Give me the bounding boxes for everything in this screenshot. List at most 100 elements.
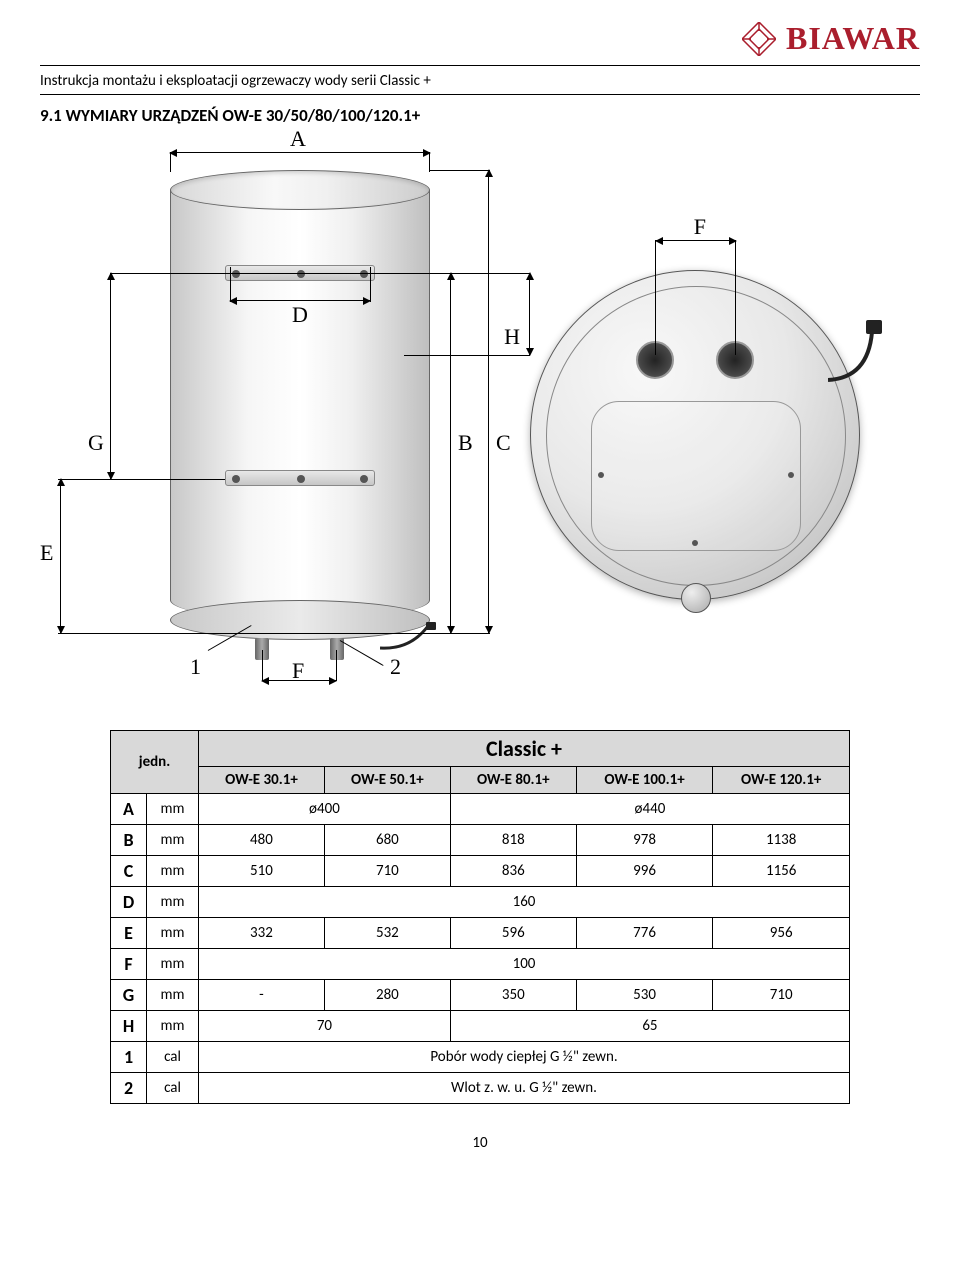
dim-line-b [450, 273, 451, 633]
row-label: 2 [111, 1073, 147, 1104]
cell: 332 [199, 918, 325, 949]
cell: 836 [450, 856, 576, 887]
table-title: Classic + [199, 731, 850, 767]
col-head: OW-E 100.1+ [576, 767, 713, 794]
row-label: D [111, 887, 147, 918]
bottom-view-circle [530, 270, 860, 600]
row-label: 1 [111, 1042, 147, 1073]
dim-label-f2: F [694, 214, 706, 240]
table-row: 1calPobór wody ciepłej G ½" zewn. [111, 1042, 850, 1073]
col-head: OW-E 120.1+ [713, 767, 850, 794]
table-row: Hmm7065 [111, 1011, 850, 1042]
cell: 480 [199, 825, 325, 856]
dim-label-b: B [458, 430, 473, 456]
cell: 818 [450, 825, 576, 856]
row-unit: mm [147, 918, 199, 949]
cell: 65 [450, 1011, 849, 1042]
header-logo-row: BIAWAR [40, 20, 920, 57]
mount-bracket-bottom [225, 470, 375, 486]
dim-line-e [60, 479, 61, 633]
table-row: 2calWlot z. w. u. G ½" zewn. [111, 1073, 850, 1104]
dim-line-h [529, 273, 530, 355]
table-jedn: jedn. [111, 731, 199, 794]
thermostat-knob [681, 583, 711, 613]
diagram-area: A D B C G E F 1 2 [40, 140, 920, 700]
cell: 978 [576, 825, 713, 856]
page-number: 10 [40, 1134, 920, 1152]
brand-name: BIAWAR [786, 20, 920, 57]
dim-label-e: E [40, 540, 53, 566]
brand-logo: BIAWAR [742, 20, 920, 57]
cell: - [199, 980, 325, 1011]
brand-emblem-icon [742, 22, 776, 56]
dim-label-g: G [88, 430, 104, 456]
cell: ø440 [450, 794, 849, 825]
cell: Wlot z. w. u. G ½" zewn. [199, 1073, 850, 1104]
cell: 680 [324, 825, 450, 856]
cell: 710 [324, 856, 450, 887]
row-unit: mm [147, 949, 199, 980]
cell: 710 [713, 980, 850, 1011]
power-cable-icon [380, 622, 440, 652]
table-row: Cmm5107108369961156 [111, 856, 850, 887]
cell: 160 [199, 887, 850, 918]
row-unit: mm [147, 856, 199, 887]
table-row: Ammø400ø440 [111, 794, 850, 825]
rule-bottom [40, 94, 920, 95]
table-header-row: OW-E 30.1+ OW-E 50.1+ OW-E 80.1+ OW-E 10… [111, 767, 850, 794]
row-label: B [111, 825, 147, 856]
cell: 510 [199, 856, 325, 887]
dim-label-d: D [292, 302, 308, 328]
cell: 100 [199, 949, 850, 980]
col-head: OW-E 30.1+ [199, 767, 325, 794]
cell: 280 [324, 980, 450, 1011]
table-row: Fmm100 [111, 949, 850, 980]
cell: 956 [713, 918, 850, 949]
cell: 776 [576, 918, 713, 949]
dim-line-a [170, 152, 430, 153]
cable-plug-icon [828, 320, 888, 405]
dim-label-c: C [496, 430, 511, 456]
col-head: OW-E 50.1+ [324, 767, 450, 794]
row-unit: mm [147, 825, 199, 856]
spec-table: jedn. Classic + OW-E 30.1+ OW-E 50.1+ OW… [110, 730, 850, 1104]
doc-title: Instrukcja montażu i eksploatacji ogrzew… [40, 70, 920, 94]
cell: 70 [199, 1011, 451, 1042]
dim-line-g [110, 273, 111, 479]
pipe-label-2: 2 [390, 654, 401, 680]
cell: ø400 [199, 794, 451, 825]
access-panel [591, 401, 801, 551]
dim-label-a: A [290, 126, 306, 152]
cell: 530 [576, 980, 713, 1011]
cell: 596 [450, 918, 576, 949]
row-unit: mm [147, 794, 199, 825]
cell: 996 [576, 856, 713, 887]
dim-line-c [488, 170, 489, 633]
row-label: E [111, 918, 147, 949]
dim-label-f: F [292, 658, 304, 684]
section-heading: 9.1 WYMIARY URZĄDZEŃ OW-E 30/50/80/100/1… [40, 105, 920, 126]
rule-top [40, 65, 920, 66]
row-unit: mm [147, 1011, 199, 1042]
row-unit: cal [147, 1042, 199, 1073]
dim-label-h: H [504, 324, 520, 350]
table-row: Gmm-280350530710 [111, 980, 850, 1011]
row-unit: mm [147, 980, 199, 1011]
row-unit: mm [147, 887, 199, 918]
dim-line-d [230, 300, 370, 301]
table-row: Emm332532596776956 [111, 918, 850, 949]
pipe-label-1: 1 [190, 654, 201, 680]
dim-line-f2 [656, 240, 736, 241]
row-label: G [111, 980, 147, 1011]
cell: 350 [450, 980, 576, 1011]
front-view-cylinder [170, 170, 430, 630]
row-label: F [111, 949, 147, 980]
row-label: A [111, 794, 147, 825]
table-row: Dmm160 [111, 887, 850, 918]
row-unit: cal [147, 1073, 199, 1104]
row-label: C [111, 856, 147, 887]
cell: 1156 [713, 856, 850, 887]
cell: Pobór wody ciepłej G ½" zewn. [199, 1042, 850, 1073]
row-label: H [111, 1011, 147, 1042]
cell: 1138 [713, 825, 850, 856]
